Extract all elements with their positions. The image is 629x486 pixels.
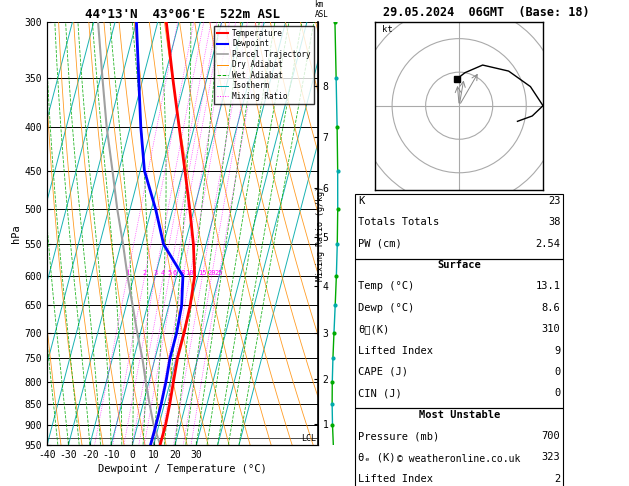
Text: K: K	[358, 196, 364, 206]
Text: Pressure (mb): Pressure (mb)	[358, 431, 439, 441]
Text: Totals Totals: Totals Totals	[358, 217, 439, 227]
Text: kt: kt	[382, 25, 392, 34]
Text: 700: 700	[542, 431, 560, 441]
Legend: Temperature, Dewpoint, Parcel Trajectory, Dry Adiabat, Wet Adiabat, Isotherm, Mi: Temperature, Dewpoint, Parcel Trajectory…	[214, 26, 314, 104]
Text: Mixing Ratio (g/kg): Mixing Ratio (g/kg)	[316, 186, 325, 281]
Text: 310: 310	[542, 324, 560, 334]
Text: 38: 38	[548, 217, 560, 227]
Text: θₑ (K): θₑ (K)	[358, 452, 396, 463]
Text: CAPE (J): CAPE (J)	[358, 367, 408, 377]
Text: CIN (J): CIN (J)	[358, 388, 402, 399]
Text: 15: 15	[198, 270, 207, 276]
Text: 1: 1	[125, 270, 130, 276]
Text: km
ASL: km ASL	[314, 0, 328, 19]
Text: 23: 23	[548, 196, 560, 206]
Y-axis label: hPa: hPa	[11, 224, 21, 243]
Text: PW (cm): PW (cm)	[358, 239, 402, 249]
Text: 9: 9	[554, 346, 560, 356]
Text: Lifted Index: Lifted Index	[358, 346, 433, 356]
Text: Temp (°C): Temp (°C)	[358, 281, 414, 292]
Text: LCL: LCL	[301, 434, 316, 443]
Text: Lifted Index: Lifted Index	[358, 474, 433, 484]
Text: 323: 323	[542, 452, 560, 463]
Text: 6: 6	[172, 270, 177, 276]
Text: 5: 5	[167, 270, 172, 276]
Text: 4: 4	[161, 270, 165, 276]
Text: Surface: Surface	[437, 260, 481, 270]
Title: 44°13'N  43°06'E  522m ASL: 44°13'N 43°06'E 522m ASL	[85, 8, 280, 21]
X-axis label: Dewpoint / Temperature (°C): Dewpoint / Temperature (°C)	[98, 464, 267, 474]
Text: 2.54: 2.54	[535, 239, 560, 249]
Text: 8: 8	[181, 270, 185, 276]
Text: 2: 2	[554, 474, 560, 484]
Text: 8.6: 8.6	[542, 303, 560, 313]
Text: 0: 0	[554, 388, 560, 399]
Text: 10: 10	[186, 270, 194, 276]
Text: 25: 25	[214, 270, 223, 276]
Text: 29.05.2024  06GMT  (Base: 18): 29.05.2024 06GMT (Base: 18)	[382, 6, 589, 19]
Text: © weatheronline.co.uk: © weatheronline.co.uk	[398, 454, 521, 464]
Text: 13.1: 13.1	[535, 281, 560, 292]
Text: 0: 0	[554, 367, 560, 377]
Text: 2: 2	[143, 270, 147, 276]
Text: Most Unstable: Most Unstable	[418, 410, 500, 420]
Text: θᴇ(K): θᴇ(K)	[358, 324, 389, 334]
Text: 20: 20	[208, 270, 216, 276]
Text: 3: 3	[153, 270, 157, 276]
Text: Dewp (°C): Dewp (°C)	[358, 303, 414, 313]
